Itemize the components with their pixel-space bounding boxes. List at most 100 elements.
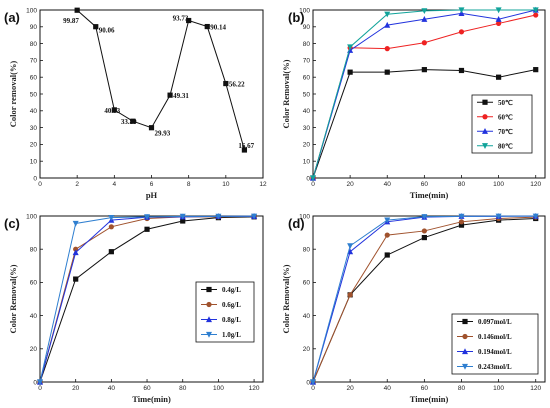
legend-marker (462, 363, 468, 370)
data-point (167, 92, 173, 98)
data-point (223, 80, 229, 87)
legend: 50℃ 60℃ 70℃ 80℃ (471, 94, 533, 154)
data-point (384, 46, 390, 52)
y-axis-label: Color Removal(%) (281, 264, 291, 333)
y-tick-label: 100 (299, 7, 310, 14)
x-tick-label: 80 (458, 181, 466, 188)
y-tick-label: 80 (303, 247, 311, 254)
y-tick-label: 60 (303, 280, 311, 287)
legend-box (195, 281, 255, 343)
chart-panel-3: 0 20 40 60 80 100 120 0 20 40 60 80 100 Time(min) Colo… (4, 213, 264, 404)
series-3 (310, 6, 539, 181)
y-tick-label: 0 (306, 175, 310, 182)
x-tick-label: 100 (493, 385, 504, 392)
y-tick-label: 20 (30, 142, 38, 149)
data-point (144, 226, 150, 232)
y-tick-label: 40 (303, 108, 311, 115)
y-tick-label: 70 (303, 58, 311, 65)
data-label: 16.67 (238, 142, 254, 150)
data-point (421, 40, 427, 46)
legend-box (471, 94, 533, 154)
y-tick-label: 70 (30, 58, 38, 65)
data-point (93, 24, 99, 30)
x-tick-label: 40 (384, 181, 392, 188)
data-point (495, 213, 502, 220)
y-axis-label: Color removal(%) (8, 61, 18, 128)
panel-label: (b) (288, 10, 305, 25)
chart-panel-4: 0 20 40 60 80 100 120 0 20 40 60 80 100 Time(min) Colo… (281, 212, 546, 404)
data-point (347, 44, 354, 51)
data-label: 99.87 (63, 17, 79, 25)
x-tick-label: 0 (38, 181, 42, 188)
y-tick-label: 80 (30, 41, 38, 48)
x-tick-label: 80 (179, 385, 187, 392)
data-point (421, 67, 427, 73)
data-point (458, 7, 465, 14)
legend: 0.4g/L 0.6g/L 0.8g/L 1.0g/L (195, 281, 255, 343)
legend-marker (482, 99, 488, 105)
x-tick-label: 4 (113, 181, 117, 188)
legend-marker (482, 114, 488, 120)
data-point (241, 147, 248, 153)
legend-marker (462, 318, 468, 325)
series-4 (37, 213, 258, 386)
legend-entry: 0.8g/L (222, 316, 241, 324)
series-line (76, 9, 245, 151)
data-point (251, 213, 258, 220)
data-point (204, 23, 210, 30)
legend: 0.097mol/L 0.146mol/L 0.194mol/L 0.243mol/L (451, 313, 539, 375)
y-tick-label: 10 (30, 159, 38, 166)
series-4 (310, 213, 539, 386)
data-point (496, 74, 502, 80)
y-tick-label: 0 (33, 175, 37, 182)
y-tick-label: 90 (303, 24, 311, 31)
data-point (533, 12, 539, 18)
y-tick-label: 30 (303, 125, 311, 132)
data-point (384, 217, 391, 224)
legend-entry: 70℃ (498, 128, 513, 136)
data-point (73, 246, 79, 252)
data-point (72, 220, 79, 227)
x-tick-label: 10 (222, 181, 230, 188)
y-tick-label: 50 (30, 91, 38, 98)
x-axis-label: Time(min) (410, 190, 449, 200)
data-point (532, 7, 539, 14)
data-point (384, 232, 390, 238)
series-1 (74, 7, 248, 153)
x-tick-label: 0 (38, 385, 42, 392)
y-tick-label: 50 (303, 91, 311, 98)
legend-marker (462, 333, 468, 340)
x-tick-label: 120 (249, 385, 260, 392)
legend-marker (462, 348, 468, 355)
y-tick-label: 0 (306, 379, 310, 386)
y-tick-label: 40 (303, 313, 311, 320)
x-axis-label: Time(min) (132, 394, 171, 404)
y-tick-label: 40 (30, 313, 38, 320)
y-tick-label: 0 (33, 379, 37, 386)
data-point (347, 292, 353, 298)
data-point (74, 7, 80, 13)
panel-label: (d) (288, 216, 305, 231)
data-point (496, 20, 502, 27)
legend-marker (206, 286, 212, 293)
data-point (458, 219, 465, 225)
y-tick-label: 60 (30, 75, 38, 82)
y-tick-label: 20 (30, 346, 38, 353)
data-point (37, 379, 43, 386)
x-tick-label: 2 (75, 181, 79, 188)
data-point (179, 213, 186, 220)
legend-marker (206, 331, 212, 338)
x-tick-label: 120 (530, 385, 541, 392)
x-tick-label: 60 (421, 385, 429, 392)
plot-frame (39, 9, 264, 179)
data-label: 90.14 (210, 24, 226, 32)
x-axis-label: Time(min) (410, 394, 449, 404)
data-point (458, 213, 465, 220)
data-point (421, 8, 428, 15)
legend-entry: 0.146mol/L (478, 333, 512, 341)
y-tick-label: 60 (303, 75, 311, 82)
data-point (384, 21, 391, 28)
y-tick-label: 90 (30, 24, 38, 31)
y-tick-label: 20 (303, 346, 311, 353)
